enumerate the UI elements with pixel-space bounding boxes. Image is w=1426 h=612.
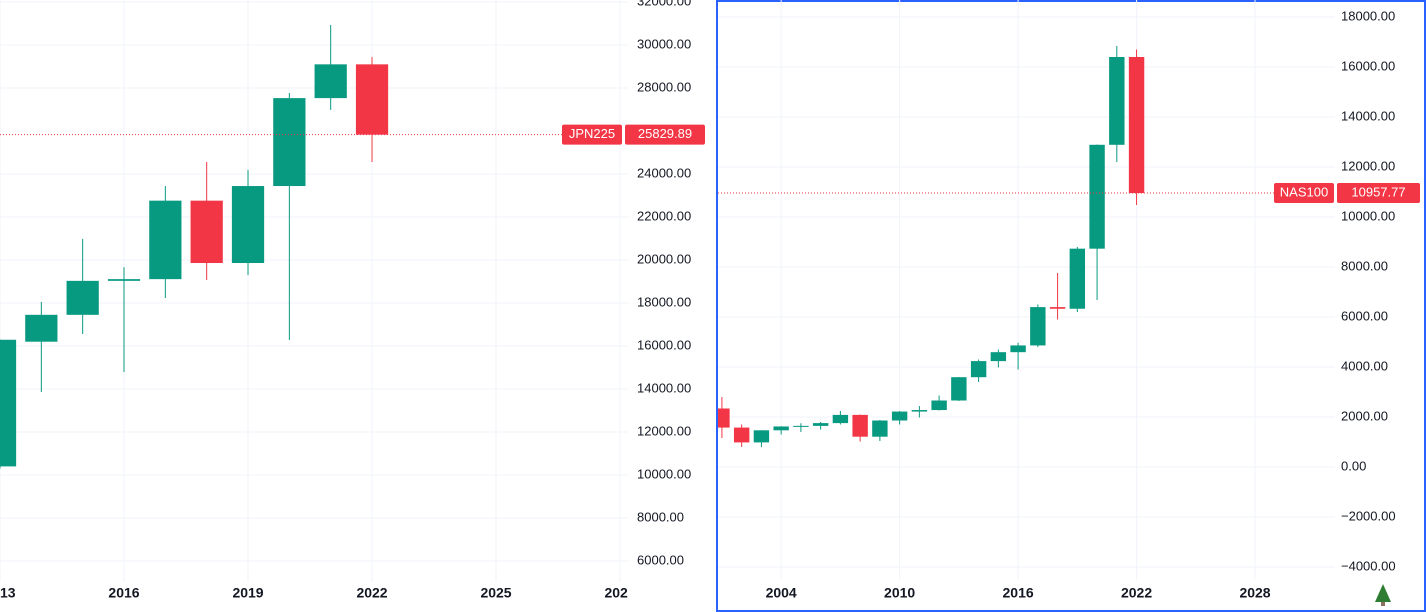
- x-tick-label: 2013: [0, 585, 16, 601]
- candle-body: [1030, 307, 1046, 346]
- time-axis: 2013 2016 2019 2022 2025 2028: [0, 585, 635, 601]
- x-tick-label: 2022: [1121, 585, 1152, 601]
- price-label: 25829.89: [638, 126, 692, 141]
- y-tick-label: 28000.00: [637, 79, 691, 94]
- candle-body: [1049, 307, 1066, 309]
- candle-body: [273, 98, 306, 187]
- candle-body: [793, 425, 809, 427]
- y-tick-label: 18000.00: [1341, 8, 1395, 23]
- y-tick-label: 32000.00: [637, 0, 691, 8]
- plot-area: [0, 0, 628, 582]
- price-label: 10957.77: [1351, 184, 1405, 199]
- y-tick-label: 22000.00: [637, 208, 691, 223]
- candle-body: [832, 414, 849, 424]
- y-tick-label: 30000.00: [637, 36, 691, 51]
- y-tick-label: 4000.00: [1341, 358, 1388, 373]
- candle-body: [1089, 144, 1105, 249]
- x-tick-label: 2028: [1239, 585, 1270, 601]
- x-tick-label: 2016: [108, 585, 139, 601]
- symbol-label: JPN225: [569, 126, 615, 141]
- candle-body: [1010, 345, 1026, 353]
- y-tick-label: 16000.00: [1341, 58, 1395, 73]
- candle-body: [753, 430, 770, 443]
- candle-body: [931, 400, 947, 411]
- y-tick-label: −2000.00: [1341, 508, 1396, 523]
- y-tick-label: 12000.00: [1341, 158, 1395, 173]
- candle-body: [190, 200, 223, 264]
- y-tick-label: 16000.00: [637, 337, 691, 352]
- y-tick-label: 24000.00: [637, 165, 691, 180]
- x-tick-label: 2004: [766, 585, 797, 601]
- candle-body: [107, 279, 141, 281]
- y-tick-label: 20000.00: [637, 251, 691, 266]
- x-tick-label: 2010: [884, 585, 915, 601]
- x-tick-label: 2022: [356, 585, 387, 601]
- time-axis: 2004 2010 2016 2022 2028: [766, 585, 1271, 601]
- candle-body: [891, 411, 908, 421]
- candle-body: [0, 339, 17, 467]
- symbol-label-box: [562, 124, 622, 145]
- candle-body: [1109, 57, 1125, 145]
- symbol-label: NAS100: [1280, 184, 1328, 199]
- candle-body: [911, 410, 928, 412]
- x-tick-label: 2019: [232, 585, 263, 601]
- candle-body: [1069, 248, 1086, 309]
- tree-icon: [1375, 584, 1391, 606]
- candle-body: [1128, 57, 1145, 194]
- candle-body: [733, 427, 750, 443]
- y-tick-label: 10000.00: [1341, 208, 1395, 223]
- y-tick-label: 10000.00: [637, 466, 691, 481]
- price-label-box: [1337, 183, 1420, 204]
- x-tick-label: 2016: [1003, 585, 1034, 601]
- candle-body: [951, 377, 967, 401]
- candle-body: [990, 352, 1007, 362]
- y-tick-label: 12000.00: [637, 423, 691, 438]
- candle-body: [25, 314, 58, 342]
- y-tick-label: 14000.00: [1341, 108, 1395, 123]
- candle-body: [231, 186, 265, 264]
- candle-body: [773, 426, 789, 431]
- candle-body: [872, 420, 888, 437]
- candle-body: [355, 64, 389, 135]
- candle-body: [66, 280, 99, 315]
- plot-area: [718, 0, 1335, 580]
- y-tick-label: 18000.00: [637, 294, 691, 309]
- candle-body: [149, 200, 182, 280]
- x-tick-label: 2028: [604, 585, 635, 601]
- candle-body: [970, 361, 987, 378]
- y-tick-label: 14000.00: [637, 380, 691, 395]
- candle-body: [812, 423, 829, 426]
- y-tick-label: 6000.00: [637, 552, 684, 567]
- active-pane-frame: [716, 0, 1426, 612]
- y-tick-label: 8000.00: [637, 509, 684, 524]
- y-tick-label: 2000.00: [1341, 408, 1388, 423]
- symbol-label-box: [1274, 183, 1334, 204]
- y-tick-label: 6000.00: [1341, 308, 1388, 323]
- x-tick-label: 2025: [480, 585, 511, 601]
- y-tick-label: −4000.00: [1341, 558, 1396, 573]
- candle-body: [718, 408, 730, 428]
- price-label-box: [625, 124, 705, 145]
- candle-body: [852, 414, 868, 437]
- candle-body: [314, 64, 347, 99]
- y-tick-label: 8000.00: [1341, 258, 1388, 273]
- y-tick-label: 0.00: [1341, 458, 1366, 473]
